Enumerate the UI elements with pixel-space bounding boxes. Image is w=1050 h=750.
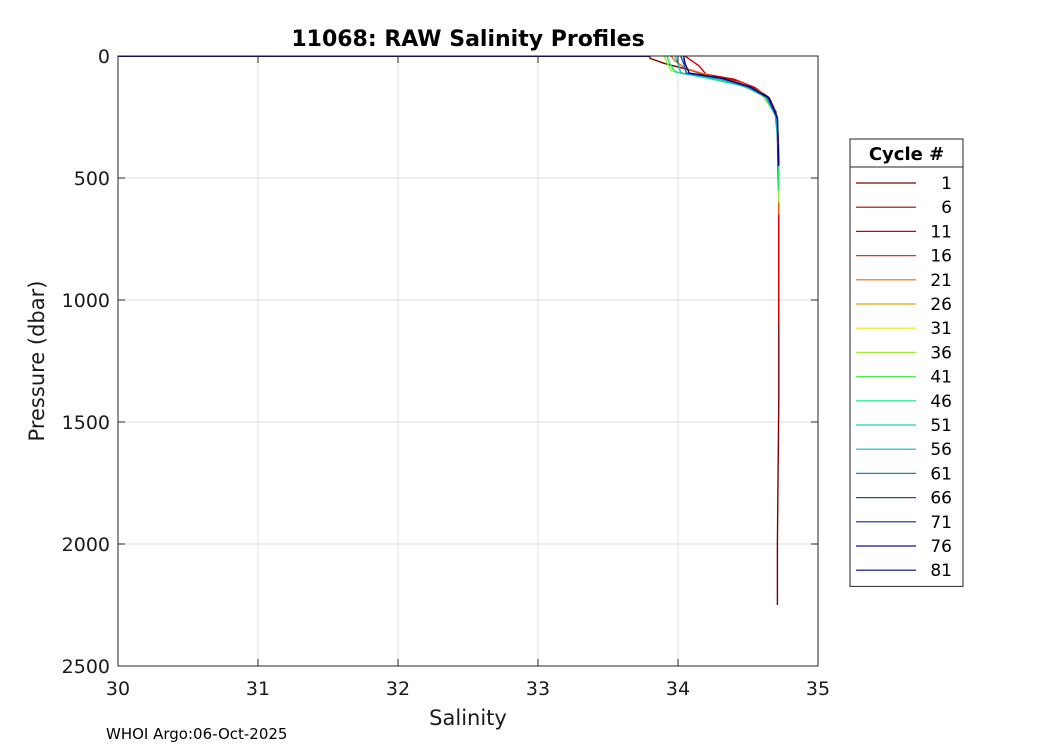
legend-title: Cycle # [869,144,944,165]
y-tick-label: 2500 [62,656,110,678]
y-tick-label: 500 [74,168,110,190]
legend-entry-label: 11 [930,222,952,242]
chart-title: 11068: RAW Salinity Profiles [291,27,644,52]
legend-entry-label: 71 [930,513,952,533]
x-axis-label: Salinity [429,706,507,730]
legend-entry-label: 56 [930,440,952,460]
x-tick-label: 30 [106,678,130,700]
profile-series [118,55,780,605]
x-tick-label: 31 [246,678,270,700]
legend-entry-label: 21 [930,271,952,291]
legend-entry-label: 46 [930,392,952,412]
legend-entry-label: 41 [930,368,952,388]
x-tick-label: 32 [386,678,410,700]
legend-entry-label: 81 [930,561,952,581]
y-tick-label: 2000 [62,534,110,556]
legend-entry-label: 66 [930,489,952,509]
legend-entry-label: 16 [930,247,952,267]
legend-entry-label: 1 [941,174,952,194]
y-tick-label: 1000 [62,290,110,312]
x-tick-label: 35 [806,678,830,700]
axis-ticks: 30 31 32 33 34 35 0 500 1000 1500 2000 2500 [62,46,830,700]
legend-box [849,138,964,587]
legend-entry-label: 51 [930,416,952,436]
legend-entry-label: 36 [930,343,952,363]
legend-entry-label: 6 [941,198,952,218]
legend-entry-label: 61 [930,464,952,484]
x-tick-label: 33 [526,678,550,700]
y-axis-label: Pressure (dbar) [25,281,49,442]
footer-note: WHOI Argo:06-Oct-2025 [106,725,288,743]
x-tick-label: 34 [666,678,690,700]
y-tick-label: 0 [98,46,110,68]
profile-line [674,55,780,159]
legend-entry-label: 26 [930,295,952,315]
legend-entry-label: 31 [930,319,952,339]
profile-line [649,56,780,605]
plot-frame [117,55,819,667]
profile-line [682,55,780,166]
y-tick-label: 1500 [62,412,110,434]
grid-lines [117,55,819,667]
legend-entry-label: 76 [930,537,952,557]
profile-line [666,55,780,191]
